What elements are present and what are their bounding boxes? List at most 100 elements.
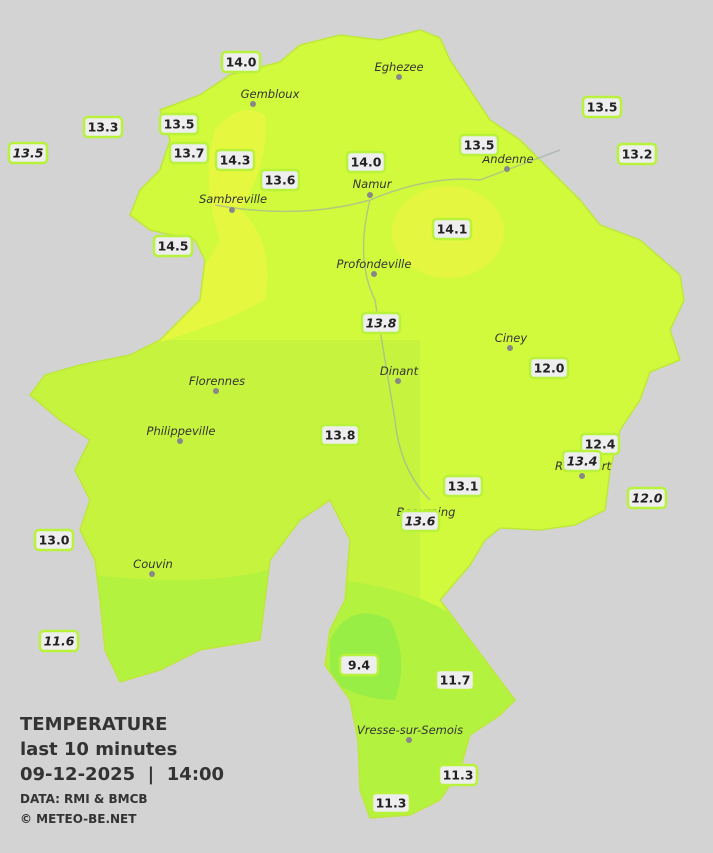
station: 13.3 [82,115,124,139]
station-reading: 14.1 [437,222,468,237]
town-dot [406,737,412,743]
station-box [431,217,473,241]
station: 14.3 [214,148,256,172]
station-reading: 14.0 [351,155,382,170]
station-box [220,50,262,74]
station-reading: 11.3 [376,796,407,811]
legend: TEMPERATURE last 10 minutes 09-12-2025 |… [20,714,224,826]
station-reading: 13.5 [164,117,195,132]
town-dot [229,207,235,213]
station: 14.0 [220,50,262,74]
station-box [360,311,402,335]
station-box [33,528,75,552]
station-box [319,423,361,447]
station-box [370,791,412,815]
town-dot [213,388,219,394]
station-reading: 14.3 [220,153,251,168]
station-reading: 14.5 [158,239,189,254]
legend-credit: © METEO-BE.NET [20,812,137,826]
town-label: Ciney [495,331,528,345]
station-reading: 13.2 [622,147,653,162]
station-box [399,509,441,533]
station-box [458,133,500,157]
station: 13.5 [458,133,500,157]
station-reading: 11.7 [440,673,471,688]
town-label: Vresse-sur-Semois [357,723,463,737]
station-reading: 13.3 [88,120,119,135]
stations: 14.0 13.3 13.5 13.5 13.7 14.3 13.6 14.0 13.5 13.5… [7,50,668,815]
town-label: Dinant [380,364,419,378]
station: 13.5 [158,112,200,136]
town-label: Gembloux [241,87,300,101]
town-dot [579,473,585,479]
town-label: Profondeville [337,257,412,271]
station: 13.6 [399,509,441,533]
town-dot [504,166,510,172]
station-reading: 14.0 [226,55,257,70]
station-reading: 13.8 [325,428,356,443]
station-box [168,141,210,165]
station-box [434,668,476,692]
station: 11.3 [370,791,412,815]
town-label: Couvin [133,557,173,571]
station-box [437,763,479,787]
town-dot [507,345,513,351]
town-dot [395,378,401,384]
legend-source: DATA: RMI & BMCB [20,792,148,806]
station-box [152,234,194,258]
station-box [528,356,570,380]
station: 14.5 [152,234,194,258]
station-reading: 9.4 [348,658,370,673]
town-dot [367,192,373,198]
station-reading: 13.7 [174,146,205,161]
station-reading: 13.5 [587,100,618,115]
station-reading: 13.5 [13,146,44,161]
station: 13.6 [259,168,301,192]
station: 14.0 [345,150,387,174]
town-label: Eghezee [374,60,423,74]
station-box [626,486,668,510]
station-reading: 12.4 [585,437,616,452]
station: 13.5 [581,95,623,119]
station-box [259,168,301,192]
station-reading: 13.0 [39,533,70,548]
river [214,149,561,501]
station-box [214,148,256,172]
town-dot [371,271,377,277]
station-reading: 11.3 [443,768,474,783]
station-reading: 13.8 [366,316,397,331]
station: 12.0 [528,356,570,380]
station: 13.1 [442,474,484,498]
station-reading: 13.4 [567,454,598,469]
town-dot [396,74,402,80]
station: 13.2 [616,142,658,166]
station: 11.7 [434,668,476,692]
town-label: Philippeville [147,424,216,438]
station-box [338,653,380,677]
station-reading: 13.1 [448,479,479,494]
station-reading: 12.0 [534,361,565,376]
station: 11.3 [437,763,479,787]
station: 9.4 [338,653,380,677]
station-box [616,142,658,166]
town-label: Sambreville [199,192,267,206]
station-box [561,449,603,473]
station-reading: 12.0 [632,491,663,506]
station: 13.0 [33,528,75,552]
station-reading: 13.6 [405,514,436,529]
station: 13.8 [319,423,361,447]
town-dot [250,101,256,107]
station: 12.0 [626,486,668,510]
town-dot [149,571,155,577]
station-box [581,95,623,119]
station-box [442,474,484,498]
station: 13.4 [561,449,603,473]
station-reading: 13.5 [464,138,495,153]
legend-period: last 10 minutes [20,739,177,760]
town-dot [177,438,183,444]
station: 13.8 [360,311,402,335]
station: 11.6 [38,629,80,653]
legend-timestamp: 09-12-2025 | 14:00 [20,764,224,785]
station: 13.5 [7,141,49,165]
